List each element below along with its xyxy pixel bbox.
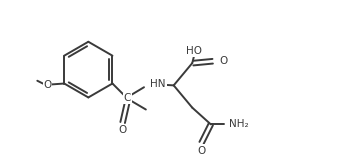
Text: C: C — [124, 93, 131, 103]
Text: HN: HN — [151, 80, 166, 89]
Text: HO: HO — [186, 46, 202, 56]
Text: O: O — [119, 125, 127, 135]
Text: O: O — [219, 56, 227, 66]
Text: NH₂: NH₂ — [230, 119, 249, 129]
Text: O: O — [44, 80, 52, 90]
Text: O: O — [198, 146, 206, 155]
